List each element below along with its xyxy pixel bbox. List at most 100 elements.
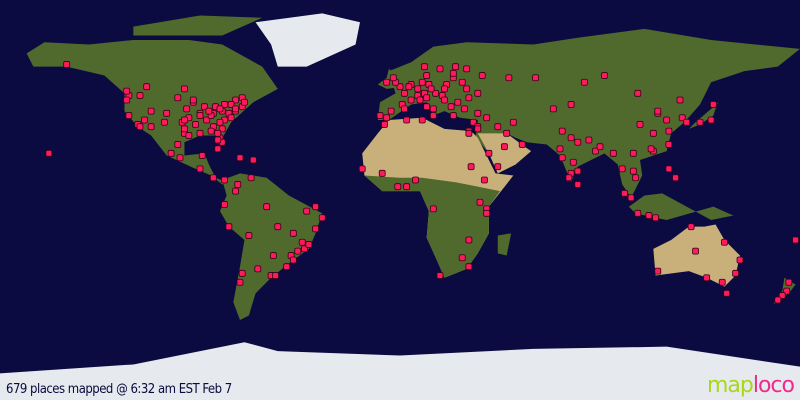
place-marker[interactable] — [518, 141, 526, 148]
place-marker[interactable] — [596, 143, 604, 151]
place-marker[interactable] — [663, 116, 671, 124]
place-marker[interactable] — [312, 203, 319, 211]
place-marker[interactable] — [216, 118, 224, 126]
place-marker[interactable] — [263, 203, 271, 211]
place-marker[interactable] — [45, 149, 53, 157]
place-marker[interactable] — [574, 181, 582, 188]
place-marker[interactable] — [478, 72, 486, 79]
place-marker[interactable] — [429, 205, 437, 213]
place-marker[interactable] — [723, 289, 731, 297]
place-marker[interactable] — [501, 143, 508, 151]
place-marker[interactable] — [218, 125, 226, 133]
place-marker[interactable] — [558, 154, 566, 162]
place-marker[interactable] — [396, 83, 404, 91]
place-marker[interactable] — [676, 96, 684, 104]
place-marker[interactable] — [216, 105, 224, 113]
place-marker[interactable] — [245, 232, 253, 239]
place-marker[interactable] — [205, 107, 213, 115]
place-marker[interactable] — [696, 118, 704, 126]
place-marker[interactable] — [558, 127, 566, 135]
place-marker[interactable] — [672, 174, 679, 182]
place-marker[interactable] — [136, 123, 144, 131]
place-marker[interactable] — [474, 125, 482, 133]
place-marker[interactable] — [429, 112, 437, 119]
place-marker[interactable] — [272, 272, 279, 279]
maploco-logo[interactable]: maploco — [707, 373, 795, 398]
place-marker[interactable] — [634, 209, 642, 217]
place-marker[interactable] — [125, 112, 133, 119]
place-marker[interactable] — [143, 83, 151, 91]
place-marker[interactable] — [221, 201, 228, 208]
place-marker[interactable] — [483, 114, 491, 122]
place-marker[interactable] — [465, 94, 473, 102]
place-marker[interactable] — [136, 92, 144, 99]
place-marker[interactable] — [774, 296, 782, 304]
place-marker[interactable] — [627, 194, 635, 202]
place-marker[interactable] — [167, 149, 175, 157]
place-marker[interactable] — [592, 147, 599, 155]
place-marker[interactable] — [227, 101, 235, 108]
place-marker[interactable] — [405, 83, 413, 91]
place-marker[interactable] — [196, 112, 204, 119]
place-marker[interactable] — [236, 154, 244, 162]
place-marker[interactable] — [556, 145, 564, 153]
place-marker[interactable] — [629, 149, 637, 157]
place-marker[interactable] — [452, 63, 459, 71]
place-marker[interactable] — [454, 98, 462, 106]
place-marker[interactable] — [432, 89, 439, 97]
place-marker[interactable] — [403, 116, 411, 124]
place-marker[interactable] — [389, 74, 397, 82]
place-marker[interactable] — [63, 61, 71, 68]
place-marker[interactable] — [423, 72, 431, 79]
place-marker[interactable] — [123, 87, 131, 95]
place-marker[interactable] — [654, 107, 662, 115]
place-marker[interactable] — [161, 118, 168, 126]
place-marker[interactable] — [665, 141, 673, 148]
place-marker[interactable] — [427, 85, 435, 93]
place-marker[interactable] — [254, 265, 262, 273]
place-marker[interactable] — [407, 96, 415, 104]
place-marker[interactable] — [394, 183, 402, 191]
place-marker[interactable] — [174, 94, 182, 102]
place-marker[interactable] — [567, 134, 575, 142]
place-marker[interactable] — [778, 292, 786, 299]
place-marker[interactable] — [147, 107, 155, 115]
place-marker[interactable] — [123, 96, 131, 104]
place-marker[interactable] — [383, 114, 391, 122]
place-marker[interactable] — [269, 252, 277, 259]
place-marker[interactable] — [401, 105, 408, 113]
place-marker[interactable] — [192, 121, 199, 128]
place-marker[interactable] — [196, 129, 204, 137]
place-marker[interactable] — [198, 152, 206, 159]
place-marker[interactable] — [387, 107, 395, 115]
place-marker[interactable] — [418, 116, 426, 124]
place-marker[interactable] — [303, 207, 311, 215]
place-marker[interactable] — [636, 121, 644, 128]
place-marker[interactable] — [481, 176, 488, 184]
place-marker[interactable] — [381, 121, 388, 128]
place-marker[interactable] — [601, 72, 608, 79]
place-marker[interactable] — [585, 136, 593, 144]
place-marker[interactable] — [629, 167, 637, 175]
place-marker[interactable] — [645, 212, 653, 219]
place-marker[interactable] — [678, 114, 686, 122]
place-marker[interactable] — [474, 109, 482, 117]
place-marker[interactable] — [414, 85, 422, 93]
place-marker[interactable] — [283, 263, 291, 271]
place-marker[interactable] — [358, 165, 366, 173]
place-marker[interactable] — [225, 223, 233, 231]
place-marker[interactable] — [569, 158, 577, 166]
place-marker[interactable] — [227, 114, 235, 122]
place-marker[interactable] — [203, 116, 211, 124]
place-marker[interactable] — [632, 174, 639, 182]
place-marker[interactable] — [232, 105, 239, 113]
place-marker[interactable] — [718, 278, 726, 286]
place-marker[interactable] — [412, 176, 419, 184]
place-marker[interactable] — [318, 214, 326, 222]
place-marker[interactable] — [238, 269, 246, 277]
place-marker[interactable] — [649, 129, 657, 137]
place-marker[interactable] — [458, 78, 466, 86]
place-marker[interactable] — [654, 267, 662, 275]
place-marker[interactable] — [181, 85, 188, 93]
